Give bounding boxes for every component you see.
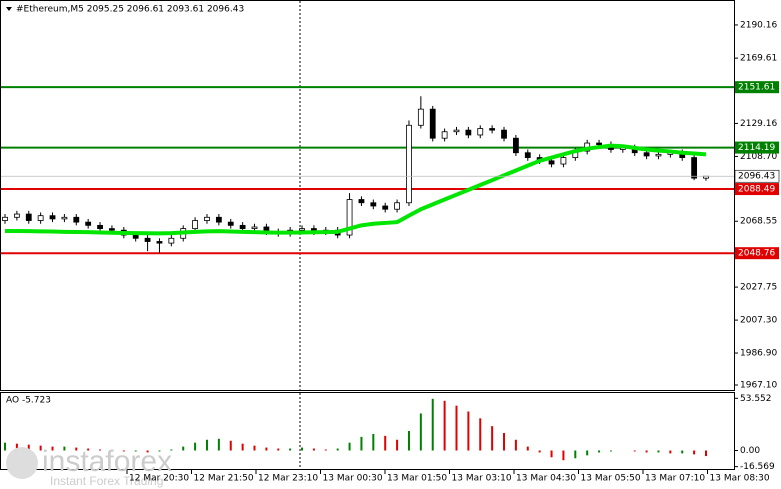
candle-body [512, 137, 519, 154]
candle-body [156, 241, 163, 244]
current-price-label: 2096.43 [738, 172, 775, 182]
ao-pane [0, 392, 735, 470]
main-pane [0, 0, 735, 391]
y-tick-label: 2190.16 [740, 20, 777, 30]
candle-body [691, 157, 698, 179]
candle-body [406, 124, 412, 204]
candle-body [204, 216, 210, 221]
candle-body [453, 129, 460, 133]
watermark-logo [6, 447, 38, 479]
candle-body [25, 213, 32, 221]
candle-body [358, 199, 365, 204]
candle-body [239, 224, 246, 229]
candle-body [346, 199, 353, 236]
x-tick-label: 12 Mar 20:30 [129, 474, 189, 484]
y-tick-label: 2007.30 [740, 316, 777, 326]
y-tick-label: 1967.10 [740, 380, 777, 390]
candle-body [97, 224, 103, 229]
level-label: 2088.49 [738, 185, 775, 195]
chart-header: #Ethereum,M5 2095.25 2096.61 2093.61 209… [16, 5, 244, 15]
candle-body [168, 237, 175, 244]
candle-body [370, 202, 377, 207]
level-label: 2048.76 [738, 249, 775, 259]
candle-body [251, 226, 258, 229]
candle-body [501, 129, 507, 139]
menu-arrow [6, 7, 12, 11]
level-label-box [735, 247, 779, 260]
level-label-box [735, 183, 779, 196]
y-tick-label: 2129.16 [740, 119, 777, 129]
y-tick-label: 2027.75 [740, 283, 777, 293]
candle-body [37, 215, 44, 221]
y-tick-label: 2068.55 [740, 217, 777, 227]
candle-body [299, 228, 305, 231]
candle-body [49, 215, 56, 220]
x-tick-label: 12 Mar 23:10 [258, 474, 318, 484]
x-tick-label: 13 Mar 05:50 [581, 474, 641, 484]
ao-tick-label: 0.00 [740, 446, 760, 456]
y-tick-label: 1986.90 [740, 349, 777, 359]
watermark-brand: instaforex [42, 445, 172, 478]
marks [1, 86, 734, 461]
candle-body [73, 216, 80, 223]
candle-body [215, 216, 222, 223]
candle-body [643, 152, 650, 157]
candle-body [560, 157, 567, 165]
x-tick-label: 13 Mar 00:30 [323, 474, 383, 484]
watermark: instaforex Instant Forex Trading [6, 445, 172, 488]
candle-body [85, 221, 92, 226]
candle-body [132, 234, 139, 239]
candle-body [465, 129, 472, 136]
ao-tick-label: 53.552 [740, 394, 772, 404]
candle-body [596, 142, 602, 146]
candle-body [13, 213, 20, 218]
candle-body [524, 152, 531, 158]
x-tick-label: 13 Mar 08:30 [710, 474, 770, 484]
level-label: 2114.19 [738, 143, 775, 153]
candle-body [441, 131, 448, 139]
candle-body [417, 108, 424, 126]
candle-body [192, 220, 199, 229]
x-tick-label: 13 Mar 04:30 [516, 474, 576, 484]
ao-label: AO -5.723 [6, 396, 51, 406]
ao-tick-label: -16.569 [740, 462, 775, 472]
x-tick-label: 13 Mar 07:10 [645, 474, 705, 484]
level-label-box [735, 81, 779, 94]
x-tick-label: 13 Mar 03:10 [452, 474, 512, 484]
candle-body [477, 128, 484, 136]
candle-body [2, 216, 8, 221]
candle-body [429, 108, 436, 139]
candle-body [489, 128, 496, 131]
candle-body [382, 205, 389, 210]
x-tick-label: 13 Mar 01:50 [387, 474, 447, 484]
candle-body [227, 221, 234, 226]
watermark-tagline: Instant Forex Trading [50, 474, 163, 488]
level-label: 2151.61 [738, 83, 775, 93]
candle-body [144, 237, 151, 242]
candle-body [655, 153, 662, 157]
y-tick-label: 2108.70 [740, 152, 777, 162]
y-tick-label: 2169.61 [740, 54, 777, 64]
moving-average [5, 143, 707, 236]
x-tick-label: 12 Mar 21:50 [194, 474, 254, 484]
candle-body [109, 228, 115, 231]
candle-body [394, 202, 400, 210]
candle-body [61, 216, 68, 220]
level-label-box [735, 141, 779, 154]
current-price-box [734, 169, 780, 183]
candle-body [548, 160, 555, 165]
